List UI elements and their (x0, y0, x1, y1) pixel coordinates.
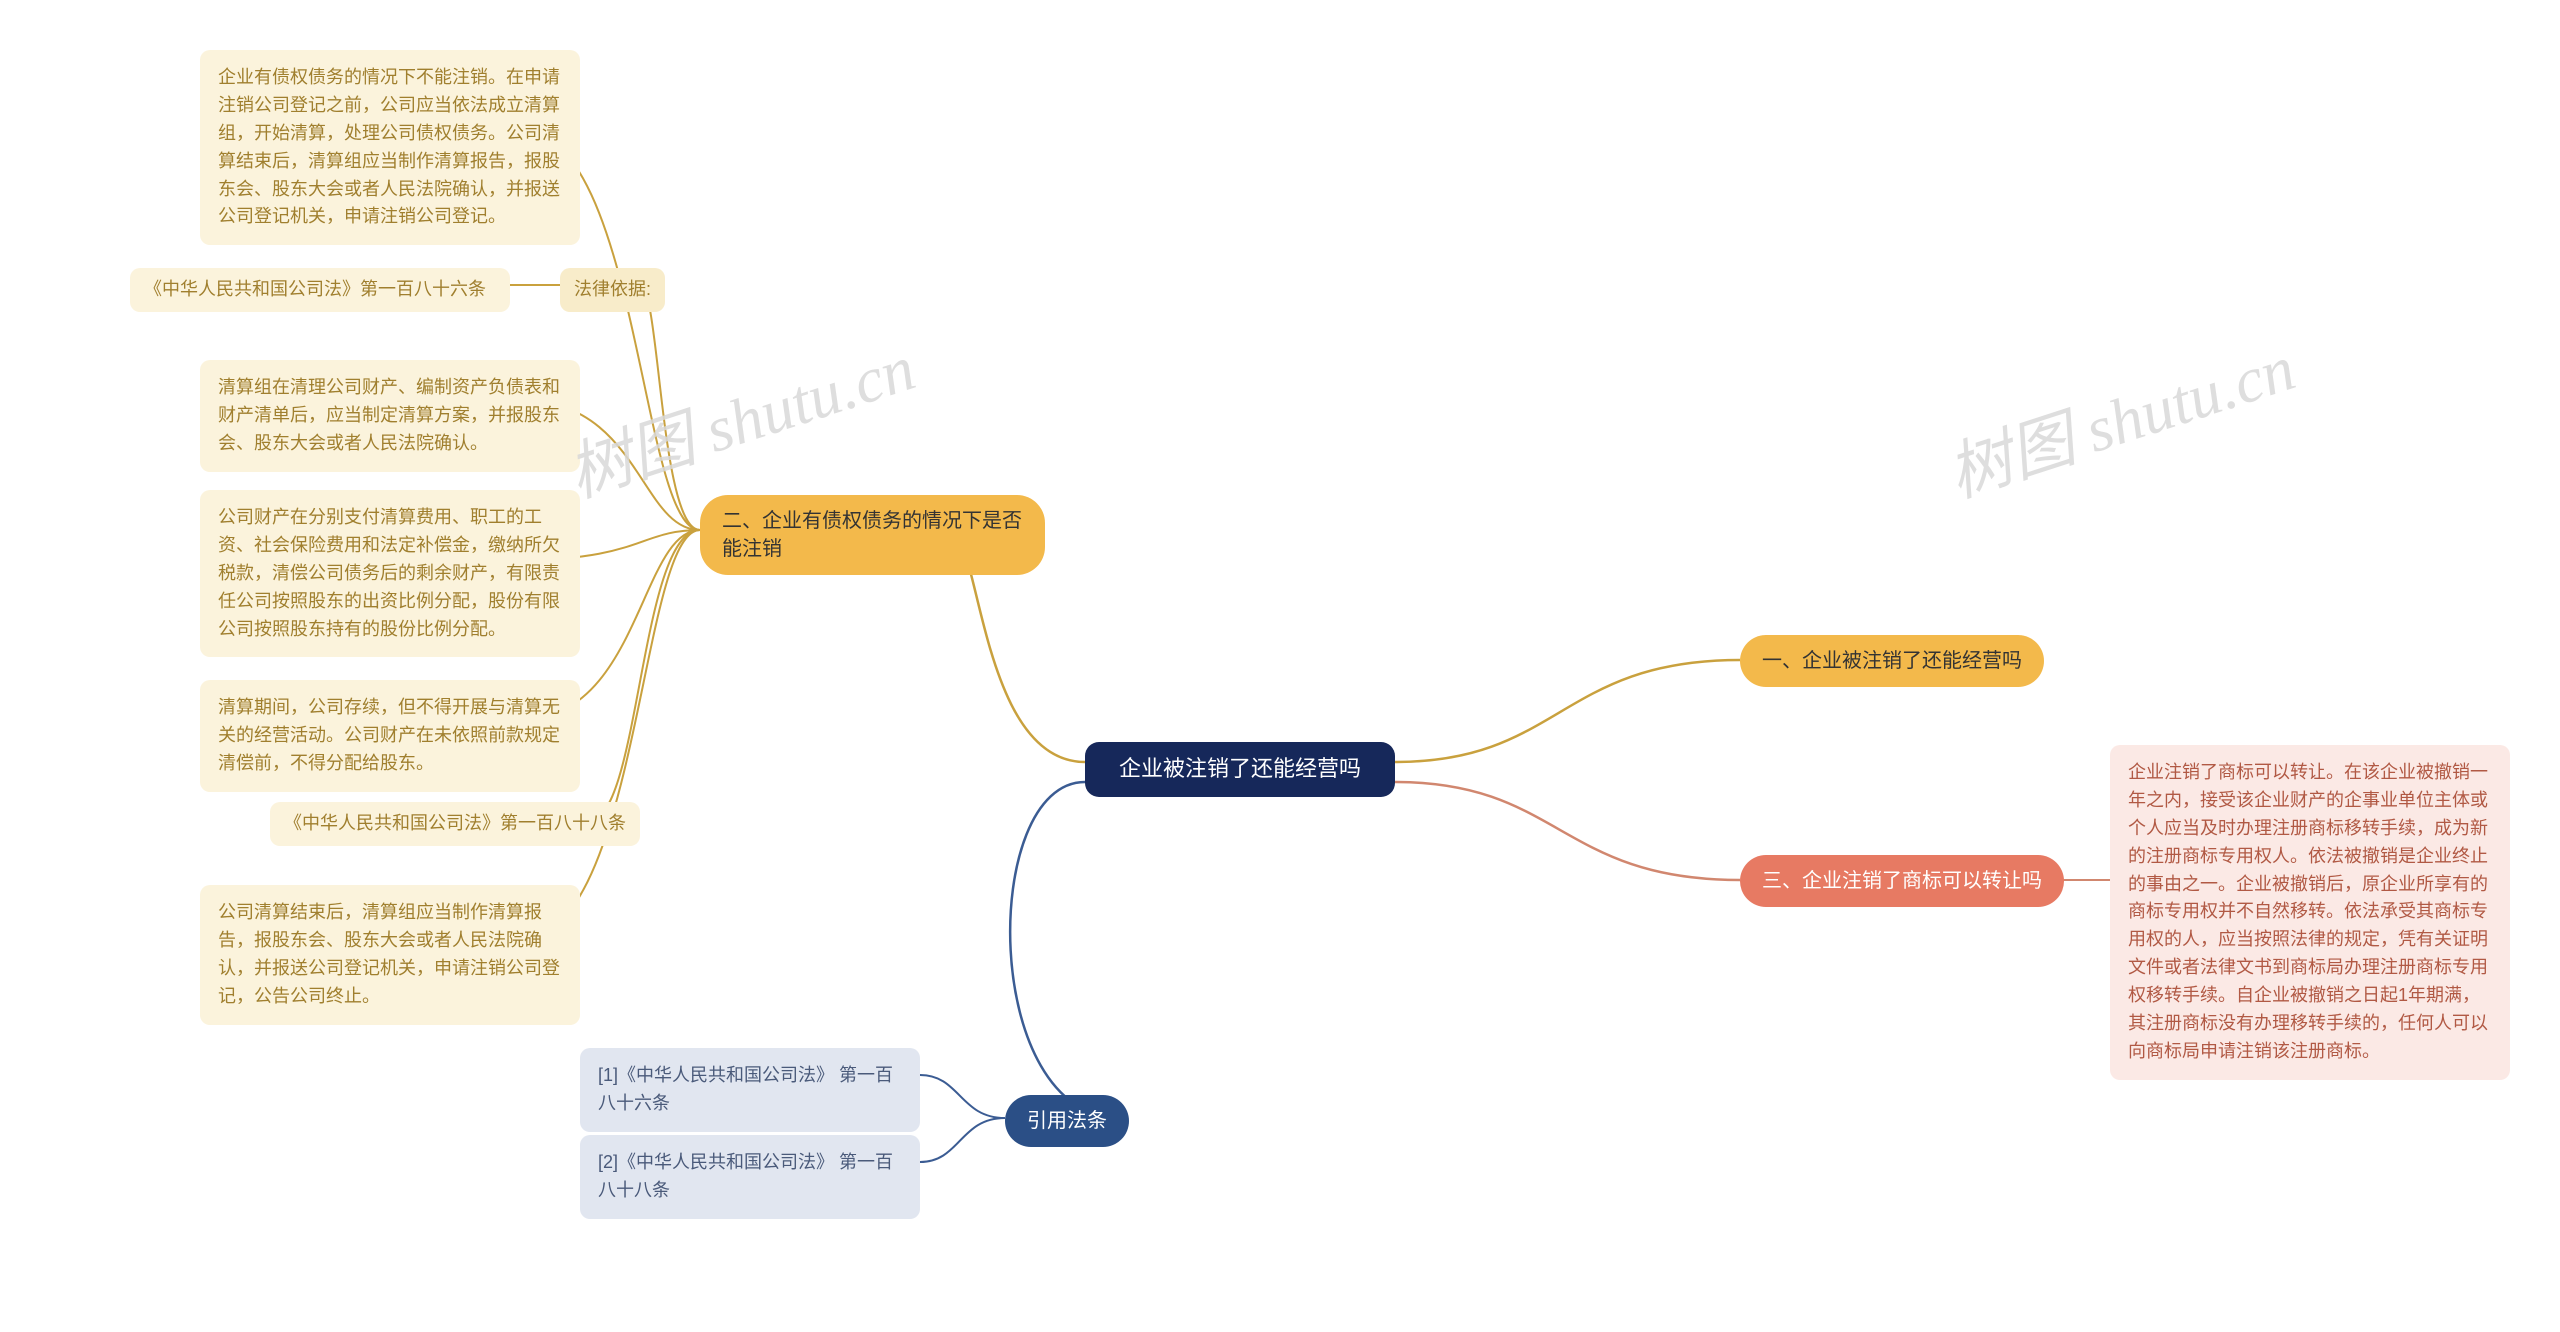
branch-2-leaf-3: 清算期间，公司存续，但不得开展与清算无关的经营活动。公司财产在未依照前款规定清偿… (200, 680, 580, 792)
watermark-1: 树图 shutu.cn (555, 317, 925, 515)
branch-2-leaf-5: 公司清算结束后，清算组应当制作清算报告，报股东会、股东大会或者人民法院确认，并报… (200, 885, 580, 1025)
branch-4-leaf-0: [1]《中华人民共和国公司法》 第一百八十六条 (580, 1048, 920, 1132)
branch-2-leaf-1-text: 清算组在清理公司财产、编制资产负债表和财产清单后，应当制定清算方案，并报股东会、… (218, 377, 560, 453)
branch-2-leaf-3-text: 清算期间，公司存续，但不得开展与清算无关的经营活动。公司财产在未依照前款规定清偿… (218, 697, 560, 773)
branch-3-label: 三、企业注销了商标可以转让吗 (1762, 867, 2042, 895)
branch-3-leaf-text: 企业注销了商标可以转让。在该企业被撤销一年之内，接受该企业财产的企事业单位主体或… (2128, 762, 2488, 1061)
branch-2-leaf-0: 企业有债权债务的情况下不能注销。在申请注销公司登记之前，公司应当依法成立清算组，… (200, 50, 580, 245)
branch-2-leaf-2: 公司财产在分别支付清算费用、职工的工资、社会保险费用和法定补偿金，缴纳所欠税款，… (200, 490, 580, 657)
mindmap-canvas: 企业被注销了还能经营吗 一、企业被注销了还能经营吗 三、企业注销了商标可以转让吗… (0, 0, 2560, 1332)
watermark-2-text: 树图 shutu.cn (1940, 332, 2303, 510)
branch-2-mid-label: 法律依据: (574, 279, 651, 299)
branch-2-leaf-1: 清算组在清理公司财产、编制资产负债表和财产清单后，应当制定清算方案，并报股东会、… (200, 360, 580, 472)
branch-3[interactable]: 三、企业注销了商标可以转让吗 (1740, 855, 2064, 907)
root-node[interactable]: 企业被注销了还能经营吗 (1085, 742, 1395, 797)
branch-2-leaf-4-text: 《中华人民共和国公司法》第一百八十八条 (284, 813, 626, 833)
branch-4-leaf-1: [2]《中华人民共和国公司法》 第一百八十八条 (580, 1135, 920, 1219)
watermark-2: 树图 shutu.cn (1935, 317, 2305, 515)
branch-4-label: 引用法条 (1027, 1107, 1107, 1135)
branch-2-leaf-2-text: 公司财产在分别支付清算费用、职工的工资、社会保险费用和法定补偿金，缴纳所欠税款，… (218, 507, 560, 639)
branch-1[interactable]: 一、企业被注销了还能经营吗 (1740, 635, 2044, 687)
branch-4[interactable]: 引用法条 (1005, 1095, 1129, 1147)
branch-1-label: 一、企业被注销了还能经营吗 (1762, 647, 2022, 675)
watermark-1-text: 树图 shutu.cn (560, 332, 923, 510)
branch-2-leaf-4: 《中华人民共和国公司法》第一百八十八条 (270, 802, 640, 846)
branch-4-leaf-0-text: [1]《中华人民共和国公司法》 第一百八十六条 (598, 1065, 893, 1113)
branch-2[interactable]: 二、企业有债权债务的情况下是否 能注销 (700, 495, 1045, 575)
root-label: 企业被注销了还能经营吗 (1119, 754, 1361, 785)
branch-2-leaf-5-text: 公司清算结束后，清算组应当制作清算报告，报股东会、股东大会或者人民法院确认，并报… (218, 902, 560, 1006)
branch-2-leaf-0-text: 企业有债权债务的情况下不能注销。在申请注销公司登记之前，公司应当依法成立清算组，… (218, 67, 560, 226)
branch-2-mid-2-label: 《中华人民共和国公司法》第一百八十六条 (144, 279, 486, 299)
branch-4-leaf-1-text: [2]《中华人民共和国公司法》 第一百八十八条 (598, 1152, 893, 1200)
branch-3-leaf: 企业注销了商标可以转让。在该企业被撤销一年之内，接受该企业财产的企事业单位主体或… (2110, 745, 2510, 1080)
branch-2-label: 二、企业有债权债务的情况下是否 能注销 (722, 507, 1022, 563)
branch-2-mid: 法律依据: (560, 268, 665, 312)
branch-2-mid-2: 《中华人民共和国公司法》第一百八十六条 (130, 268, 510, 312)
